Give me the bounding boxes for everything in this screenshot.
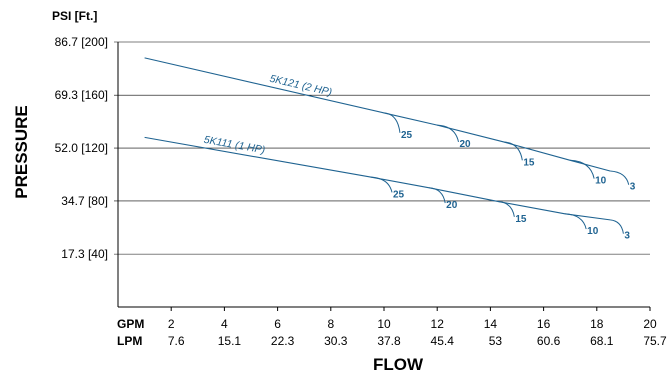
- x-tick-label-lpm: 53: [489, 334, 503, 348]
- branch-curve: [383, 112, 401, 133]
- x-tick-label-gpm: 10: [377, 317, 391, 331]
- x-tick-label-gpm: 20: [643, 317, 657, 331]
- x-tick-label-lpm: 15.1: [218, 334, 242, 348]
- branch-label: 10: [595, 176, 607, 187]
- branch-label: 3: [624, 231, 630, 242]
- series-group: 5K121 (2 HP) 25 20 15 10 3: [144, 57, 636, 193]
- x-tick-label-lpm: 7.6: [168, 334, 185, 348]
- y-tick-label: 34.7 [80]: [61, 194, 108, 208]
- axes: [117, 42, 650, 308]
- series-label: 5K121 (2 HP): [268, 73, 333, 99]
- y-tick-label: 69.3 [160]: [55, 88, 108, 102]
- branch-curve: [570, 159, 595, 179]
- branch-label: 15: [523, 157, 535, 168]
- gpm-unit-label: GPM: [117, 317, 144, 331]
- branch-label: 25: [401, 130, 413, 141]
- branch-label: 20: [459, 139, 471, 150]
- series-line: [144, 136, 611, 221]
- branch-label: 10: [587, 226, 599, 237]
- x-tick-label-lpm: 37.8: [377, 334, 401, 348]
- y-unit-label: PSI [Ft.]: [52, 9, 97, 23]
- x-tick-label-gpm: 8: [327, 317, 334, 331]
- branch-label: 20: [446, 200, 458, 211]
- branch-label: 25: [393, 189, 405, 200]
- x-tick-label-gpm: 12: [431, 317, 445, 331]
- branch-curve: [610, 170, 630, 185]
- x-tick-label-lpm: 30.3: [324, 334, 348, 348]
- branch-curve: [503, 141, 523, 161]
- grid: [114, 41, 651, 311]
- branch-curve: [370, 176, 393, 193]
- x-tick-label-lpm: 22.3: [271, 334, 295, 348]
- branch-label: 15: [515, 214, 527, 225]
- series-line: [144, 57, 611, 172]
- branch-curve: [429, 187, 446, 204]
- x-tick-label-gpm: 4: [221, 317, 228, 331]
- lpm-unit-label: LPM: [117, 334, 142, 348]
- x-tick-label-lpm: 60.6: [537, 334, 561, 348]
- branch-curve: [610, 219, 624, 234]
- y-tick-label: 86.7 [200]: [55, 35, 108, 49]
- branch-curve: [564, 213, 587, 230]
- x-tick-label-lpm: 75.7: [643, 334, 667, 348]
- y-tick-label: 52.0 [120]: [55, 141, 108, 155]
- x-tick-label-gpm: 16: [537, 317, 551, 331]
- x-tick-label-gpm: 2: [168, 317, 175, 331]
- x-tick-label-gpm: 14: [484, 317, 498, 331]
- y-tick-label: 17.3 [40]: [61, 247, 108, 261]
- y-tick-labels: 17.3 [40] 34.7 [80] 52.0 [120] 69.3 [160] 86…: [55, 35, 108, 261]
- branch-curve: [437, 124, 459, 143]
- x-tick-label-lpm: 45.4: [431, 334, 455, 348]
- branch-curve: [498, 201, 515, 217]
- x-tick-label-gpm: 18: [590, 317, 604, 331]
- x-tick-label-lpm: 68.1: [590, 334, 614, 348]
- x-tick-labels: 2 7.6 4 15.1 6 22.3 8 30.3 10 37.8 12 45.4 14 53 16 60.…: [168, 317, 667, 348]
- branch-label: 3: [630, 182, 636, 193]
- x-tick-label-gpm: 6: [274, 317, 281, 331]
- y-axis-title: PRESSURE: [12, 105, 31, 199]
- x-axis-title: FLOW: [373, 355, 424, 373]
